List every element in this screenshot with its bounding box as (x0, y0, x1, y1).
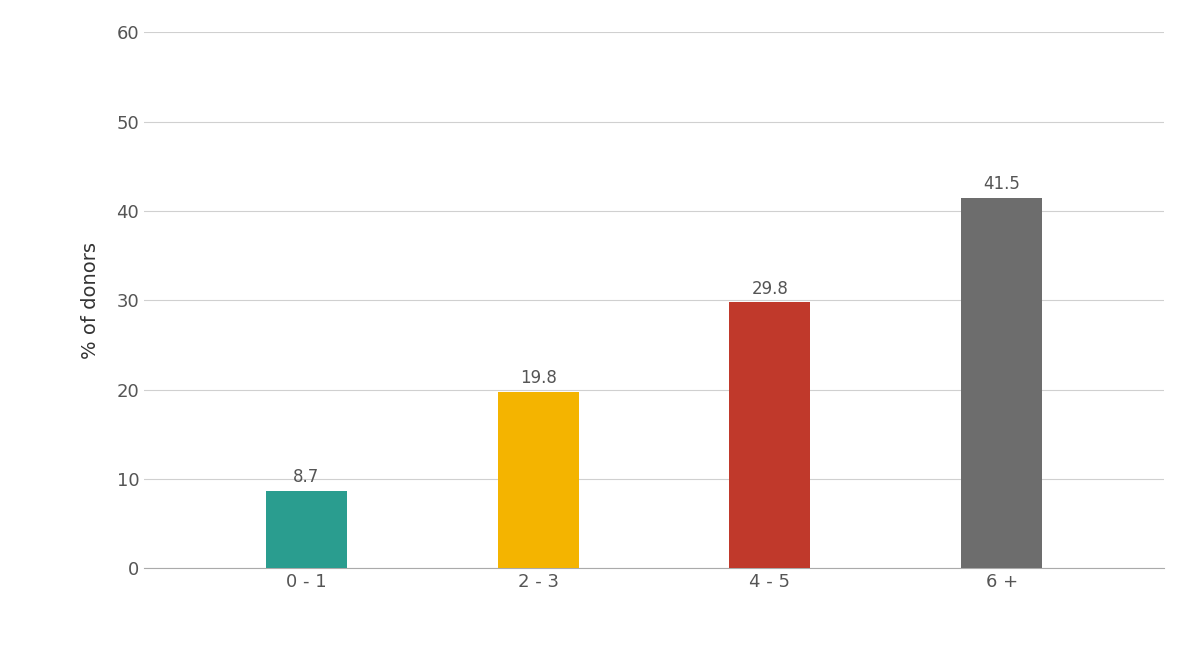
Bar (961, 198, 1043, 568)
Bar (730, 302, 810, 568)
Y-axis label: % of donors: % of donors (80, 242, 100, 359)
Text: 8.7: 8.7 (293, 468, 319, 486)
Bar (498, 391, 578, 568)
Text: 19.8: 19.8 (520, 369, 557, 387)
Text: 41.5: 41.5 (983, 175, 1020, 193)
Text: 29.8: 29.8 (751, 280, 788, 298)
Bar (265, 491, 347, 568)
